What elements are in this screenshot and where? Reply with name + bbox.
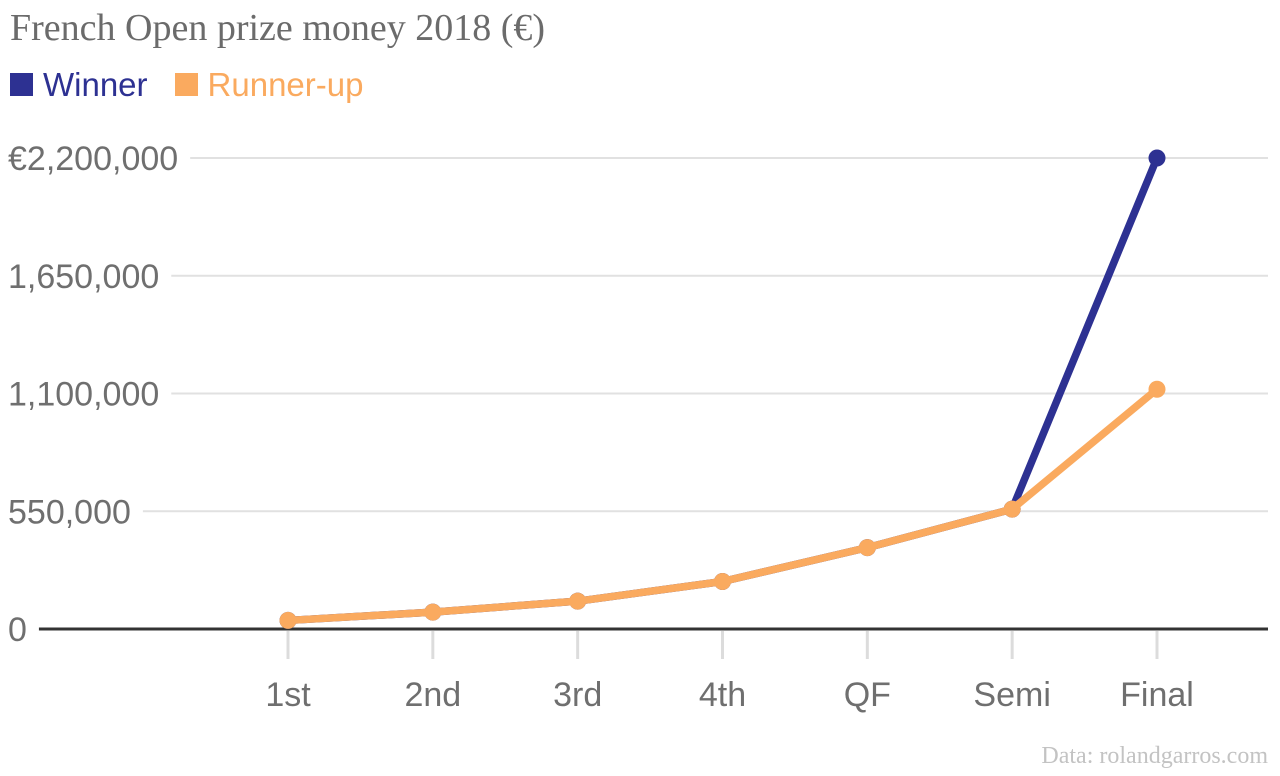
data-point-runner-up xyxy=(1003,500,1021,518)
y-axis-label: 1,100,000 xyxy=(8,376,159,414)
legend-item-runner-up: Runner-up xyxy=(174,66,364,103)
data-point-winner xyxy=(1148,149,1166,167)
data-source: Data: rolandgarros.com xyxy=(1041,743,1268,769)
legend-label-winner: Winner xyxy=(43,66,148,103)
winner-swatch-icon xyxy=(10,73,33,96)
data-point-runner-up xyxy=(569,592,587,610)
series-line-winner xyxy=(284,154,1161,625)
data-point-runner-up xyxy=(1148,380,1166,398)
data-point-runner-up xyxy=(424,603,442,621)
legend-label-runner-up: Runner-up xyxy=(207,66,364,103)
x-axis-label: 4th xyxy=(699,676,746,714)
runner-up-swatch-icon xyxy=(174,73,198,96)
chart-title: French Open prize money 2018 (€) xyxy=(10,7,546,49)
data-point-runner-up xyxy=(279,611,297,629)
y-axis-label: 0 xyxy=(8,611,27,649)
x-axis-label: 3rd xyxy=(553,676,602,714)
x-axis-label: 2nd xyxy=(404,676,461,714)
data-point-runner-up xyxy=(858,539,876,557)
x-axis-label: Semi xyxy=(973,676,1050,714)
y-axis-label: 550,000 xyxy=(8,493,131,531)
y-axis-label: 1,650,000 xyxy=(8,258,159,296)
x-axis-label: Final xyxy=(1120,676,1194,714)
x-axis-label: QF xyxy=(844,676,891,714)
legend-item-winner: Winner xyxy=(10,68,148,101)
x-axis-label: 1st xyxy=(265,676,311,714)
legend: Winner Runner-up xyxy=(10,68,363,101)
data-point-runner-up xyxy=(713,572,731,590)
y-axis-label: €2,200,000 xyxy=(8,140,178,178)
